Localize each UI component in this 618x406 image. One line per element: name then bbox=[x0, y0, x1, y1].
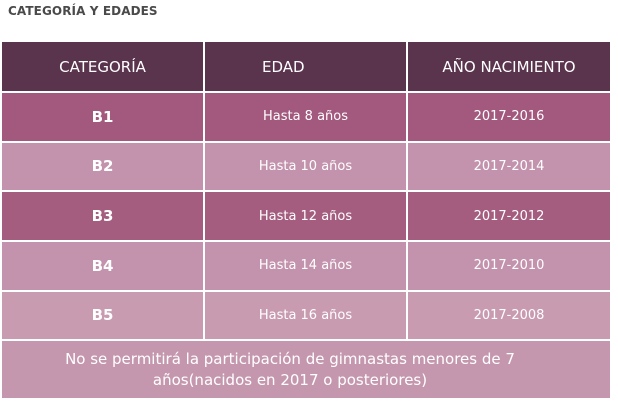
table-row: B2 Hasta 10 años 2017-2014 bbox=[0, 140, 612, 193]
category-cell: B3 bbox=[0, 190, 205, 242]
table-row: B3 Hasta 12 años 2017-2012 bbox=[0, 190, 612, 242]
age-cell: Hasta 10 años bbox=[203, 140, 408, 193]
note-text: No se permitirá la participación de gimn… bbox=[65, 349, 515, 389]
note-row: No se permitirá la participación de gimn… bbox=[0, 339, 612, 400]
birth-years-cell: 2017-2008 bbox=[406, 289, 612, 342]
birth-years-cell: 2017-2016 bbox=[406, 91, 612, 143]
header-category: CATEGORÍA bbox=[0, 40, 205, 93]
page-title: CATEGORÍA Y EDADES bbox=[8, 4, 158, 18]
category-cell: B4 bbox=[0, 239, 205, 292]
table-row: B1 Hasta 8 años 2017-2016 bbox=[0, 91, 612, 143]
category-cell: B2 bbox=[0, 140, 205, 193]
header-birth-year: AÑO NACIMIENTO bbox=[406, 40, 612, 93]
age-cell: Hasta 8 años bbox=[203, 91, 408, 143]
table-row: B4 Hasta 14 años 2017-2010 bbox=[0, 239, 612, 292]
note-cell: No se permitirá la participación de gimn… bbox=[0, 339, 612, 400]
age-cell: Hasta 14 años bbox=[203, 239, 408, 292]
birth-years-cell: 2017-2012 bbox=[406, 190, 612, 242]
birth-years-cell: 2017-2010 bbox=[406, 239, 612, 292]
age-cell: Hasta 12 años bbox=[203, 190, 408, 242]
age-cell: Hasta 16 años bbox=[203, 289, 408, 342]
birth-years-cell: 2017-2014 bbox=[406, 140, 612, 193]
table-row: B5 Hasta 16 años 2017-2008 bbox=[0, 289, 612, 342]
header-age: EDAD bbox=[203, 40, 408, 93]
table-header-row: CATEGORÍA EDAD AÑO NACIMIENTO bbox=[0, 40, 612, 93]
categories-table: CATEGORÍA EDAD AÑO NACIMIENTO B1 Hasta 8… bbox=[0, 40, 612, 400]
category-cell: B1 bbox=[0, 91, 205, 143]
category-cell: B5 bbox=[0, 289, 205, 342]
